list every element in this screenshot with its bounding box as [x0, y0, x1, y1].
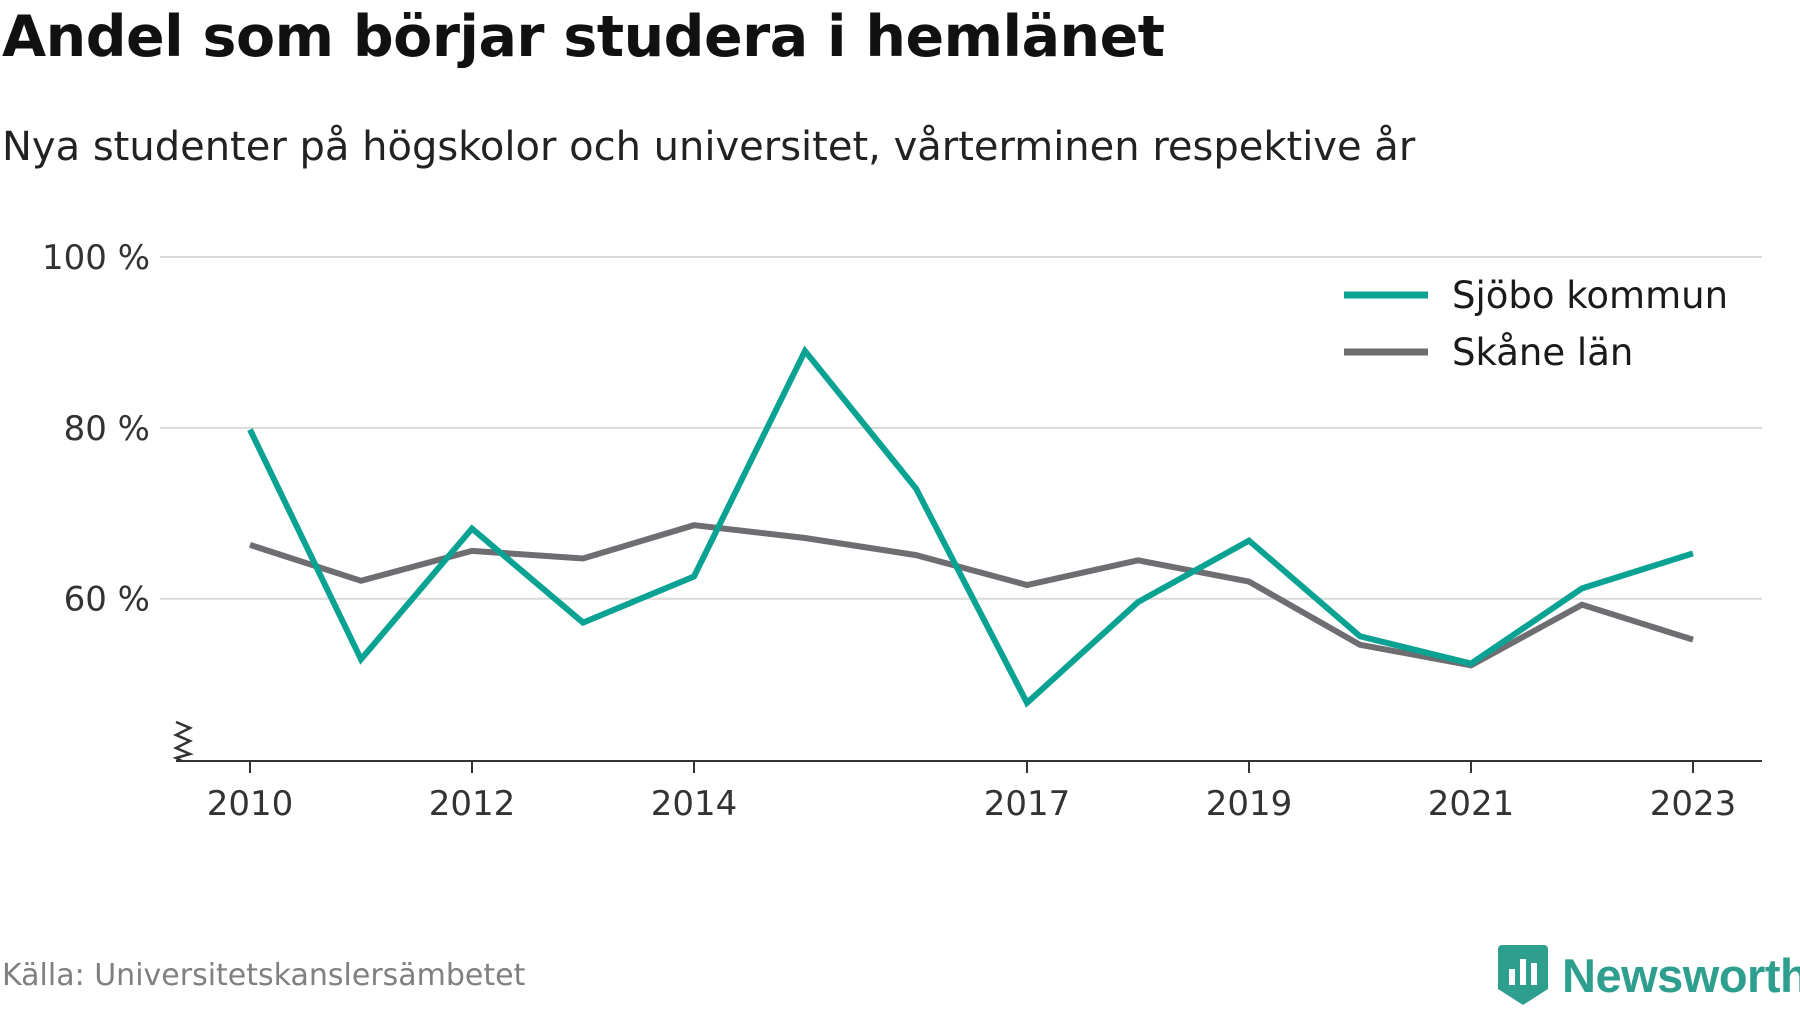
grid-lines — [160, 256, 1762, 600]
x-axis-labels: 2010 2012 2014 2017 2019 2021 2023 — [207, 761, 1737, 824]
x-tick-label: 2021 — [1428, 784, 1515, 824]
brand-name: Newsworthy — [1562, 948, 1800, 1002]
x-tick-label: 2019 — [1206, 784, 1293, 824]
legend-label: Sjöbo kommun — [1452, 274, 1728, 317]
y-axis-labels: 60 % 80 % 100 % — [42, 238, 150, 620]
series-line-sjobo — [247, 345, 1694, 708]
x-tick-label: 2017 — [984, 784, 1071, 824]
y-tick-label: 80 % — [64, 409, 150, 449]
series-lines — [247, 345, 1694, 708]
legend-label: Skåne län — [1452, 331, 1633, 374]
x-axis — [172, 720, 1762, 763]
x-tick-label: 2014 — [651, 784, 738, 824]
y-axis-break-icon — [172, 720, 194, 763]
y-tick-label: 60 % — [64, 580, 150, 620]
newsworthy-logo-icon — [1498, 945, 1548, 1005]
x-tick-label: 2023 — [1650, 784, 1737, 824]
source-note: Källa: Universitetskanslersämbetet — [2, 958, 526, 993]
y-tick-label: 100 % — [42, 238, 150, 278]
chart-title: Andel som börjar studera i hemlänet — [2, 4, 1165, 70]
legend: Sjöbo kommun Skåne län — [1344, 274, 1728, 374]
x-tick-label: 2012 — [429, 784, 516, 824]
newsworthy-logo: Newsworthy — [1496, 940, 1800, 1010]
chart-subtitle: Nya studenter på högskolor och universit… — [2, 124, 1416, 170]
x-tick-label: 2010 — [207, 784, 294, 824]
